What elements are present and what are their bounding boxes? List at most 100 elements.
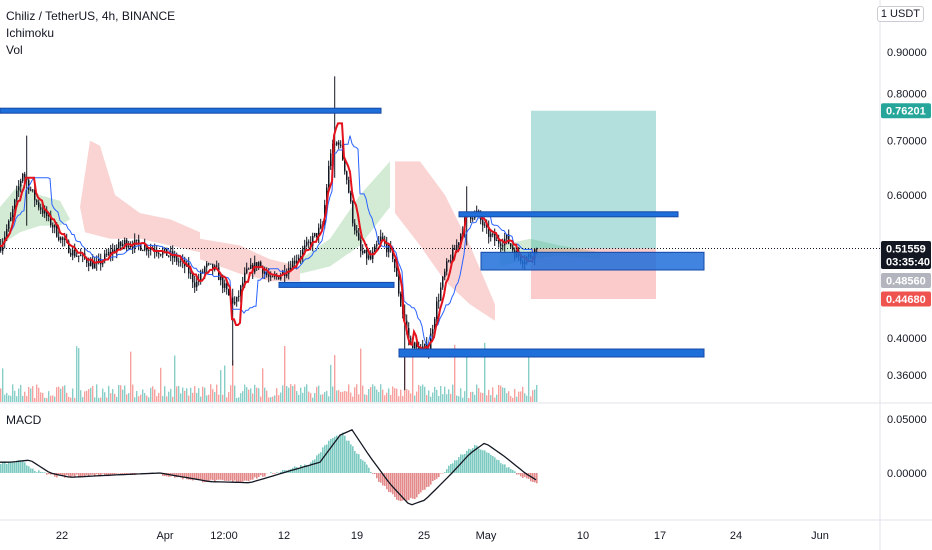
macd-histogram-bar [206,473,208,482]
macd-histogram-bar [112,473,114,476]
candle [228,288,230,296]
candle [236,296,238,307]
volume-bar [100,397,102,402]
macd-histogram-bar [456,460,458,473]
macd-histogram-bar [248,473,250,481]
volume-bar [374,386,376,402]
currency-selector[interactable]: 1 USDT [876,6,924,22]
candle [340,140,342,149]
volume-bar [184,390,186,402]
candle-body [150,248,152,251]
macd-histogram-bar [16,460,18,473]
candle [374,244,376,252]
macd-histogram-bar [384,473,386,486]
indicator-macd[interactable]: MACD [6,413,42,427]
candle [232,288,234,366]
time-axis[interactable]: 22 Apr 12:00 12 19 25 May 10 17 24 Jun [56,530,829,542]
candle-body [228,289,230,296]
macd-histogram-bar [328,440,330,473]
volume-bar [358,394,360,402]
macd-histogram-bar [452,463,454,473]
candle [334,76,336,178]
candle-body [238,295,240,297]
candle [118,238,120,250]
macd-histogram-bar [66,473,68,476]
candle [160,253,162,257]
price-tag: 0.76201 [881,103,931,119]
candle-body [246,268,248,273]
candle [328,160,330,190]
volume-bar [92,386,94,402]
macd-histogram-bar [510,468,512,473]
volume-bar [94,397,96,402]
macd-histogram-bar [332,438,334,473]
macd-histogram-bar [376,473,378,479]
macd-histogram-bar [84,473,86,477]
macd-histogram-bar [226,473,228,481]
candle-body [92,260,94,269]
long-position-tool[interactable] [531,110,656,299]
volume-bar [466,355,468,402]
candle-body [410,338,412,340]
volume-bar [262,368,264,402]
candle [62,236,64,247]
candle [18,180,20,197]
candle [138,234,140,251]
volume-bar [124,385,126,402]
macd-histogram-bar [22,461,24,473]
macd-histogram-bar [492,456,494,473]
volume-bar [6,392,8,402]
candle-body [60,237,62,240]
candle [20,178,22,193]
volume-bar [498,385,500,402]
candle-body [482,220,484,226]
candle [410,335,412,344]
candle-body [406,320,408,328]
indicator-ichimoku[interactable]: Ichimoku [6,26,55,40]
candle [320,218,322,230]
volume-bar [364,394,366,402]
macd-histogram-bar [202,473,204,483]
volume-bar [464,391,466,402]
volume-bar [0,388,2,402]
volume-bar [254,384,256,402]
volume-bar [340,391,342,402]
macd-histogram-bar [474,445,476,473]
candle [448,259,450,263]
macd-histogram-bar [240,473,242,483]
time-tick-label: Jun [811,530,829,542]
candle-body [262,266,264,274]
price-axis[interactable]: 0.90000 0.80000 0.70000 0.60000 0.40000 0.360… [887,47,927,480]
volume-bar [438,396,440,402]
macd-histogram-bar [304,464,306,473]
volume-bar [282,385,284,402]
candle-body [370,255,372,259]
volume-bar [316,386,318,402]
volume-bar [320,394,322,402]
drawn-zones[interactable] [0,107,705,358]
volume-bar [210,384,212,402]
volume-bar [380,384,382,402]
macd-histogram-bar [34,470,36,473]
symbol-title[interactable]: Chiliz / TetherUS, 4h, BINANCE [6,9,176,23]
candle-body [446,261,448,272]
candle-body [494,233,496,241]
candle-body [224,283,226,288]
candle [224,279,226,293]
candle-body [388,245,390,253]
volume-bar [534,389,536,402]
time-tick-label: 19 [351,530,363,542]
price-tick-label: 0.70000 [887,136,927,148]
time-tick-label: 24 [730,530,742,542]
macd-histogram-bar [216,473,218,480]
price-tag-box [881,291,931,307]
candle-body [176,255,178,262]
macd-histogram-bar [50,473,52,475]
volume-bar [178,386,180,402]
candle-body [62,237,64,240]
indicator-volume[interactable]: Vol [6,43,23,57]
volume-bar [386,392,388,402]
candle-body [274,275,276,277]
